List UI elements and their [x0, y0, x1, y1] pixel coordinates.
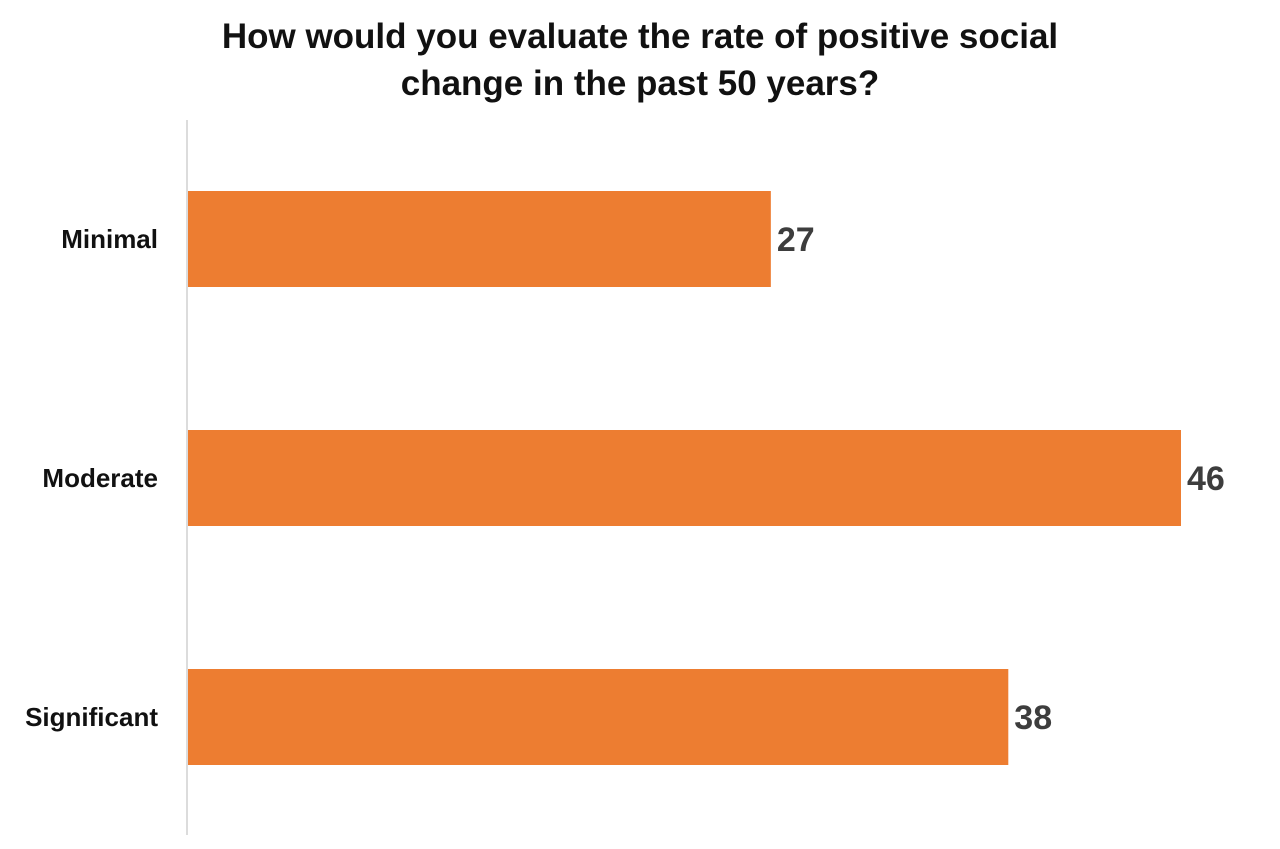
- value-label-minimal: 27: [777, 221, 815, 259]
- chart-title-line-1: How would you evaluate the rate of posit…: [222, 17, 1058, 56]
- value-label-moderate: 46: [1187, 460, 1225, 498]
- category-label-significant: Significant: [25, 702, 158, 732]
- value-label-significant: 38: [1014, 699, 1052, 737]
- bar-significant: [188, 669, 1009, 765]
- category-label-minimal: Minimal: [61, 224, 158, 254]
- category-label-moderate: Moderate: [42, 463, 158, 493]
- bar-moderate: [188, 430, 1181, 526]
- chart-title: How would you evaluate the rate of posit…: [222, 17, 1058, 103]
- bar-group-minimal: Minimal 27: [61, 191, 815, 287]
- bars-layer: Minimal 27 Moderate 46 Significant 38: [25, 191, 1225, 765]
- bar-group-moderate: Moderate 46: [42, 430, 1225, 526]
- chart-title-line-2: change in the past 50 years?: [401, 64, 880, 103]
- bar-group-significant: Significant 38: [25, 669, 1052, 765]
- bar-minimal: [188, 191, 771, 287]
